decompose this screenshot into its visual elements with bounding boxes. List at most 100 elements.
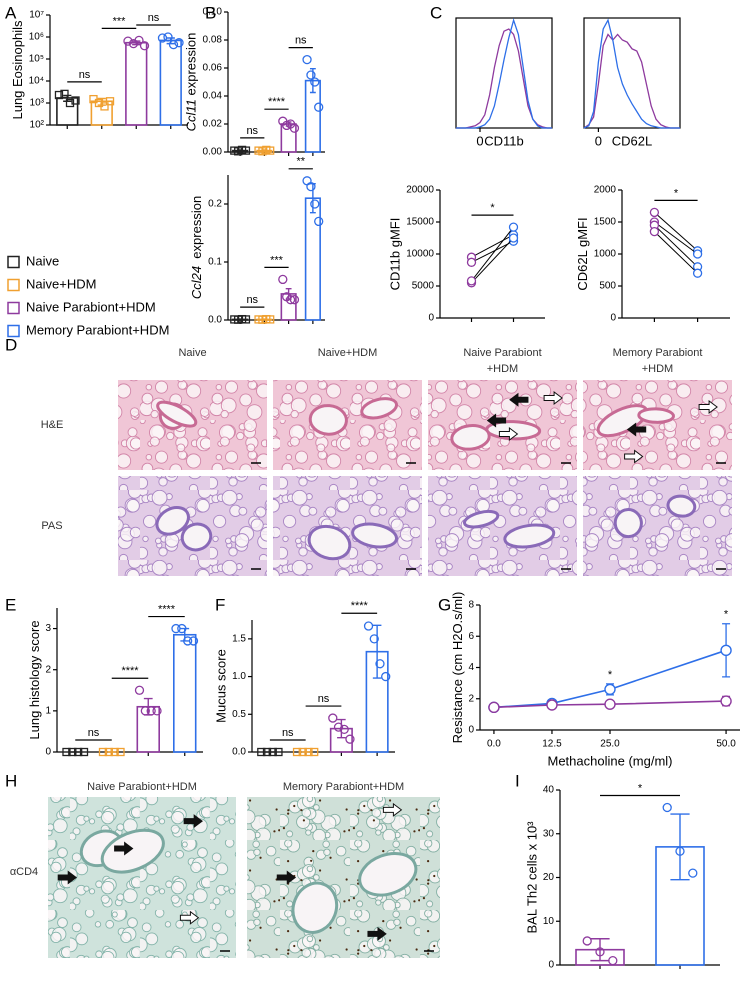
arrow-open <box>543 391 563 405</box>
y-tick-label: 2000 <box>594 185 617 196</box>
significance-label: ** <box>296 156 305 168</box>
data-point <box>168 39 179 50</box>
y-tick-label: 10⁶ <box>29 32 44 43</box>
arrow-filled <box>276 870 297 885</box>
error-bar <box>337 718 346 739</box>
panel-letter: C <box>430 3 442 22</box>
airway <box>462 509 500 529</box>
data-point <box>268 747 277 757</box>
column-header: Naive <box>178 347 206 359</box>
row-label: αCD4 <box>10 866 38 878</box>
y-tick-label: 10⁵ <box>29 54 44 65</box>
y-axis-label-part: expression <box>190 196 205 266</box>
y-axis-label: Resistance (cm H2O.s/ml) <box>450 592 465 744</box>
panel-letter: D <box>5 335 17 354</box>
legend-swatch <box>7 301 20 315</box>
panel-letter: G <box>438 595 451 614</box>
y-tick-label: 10000 <box>406 249 434 260</box>
data-point <box>152 706 162 716</box>
y-tick-label: 8 <box>468 600 474 611</box>
data-point <box>163 32 173 42</box>
data-point <box>604 683 616 696</box>
y-tick-label: 10⁴ <box>29 76 44 87</box>
panel-letter: F <box>215 595 225 614</box>
data-point <box>140 706 150 716</box>
data-point <box>262 747 272 757</box>
data-point <box>333 722 344 732</box>
data-point <box>720 695 732 707</box>
data-point <box>274 747 283 757</box>
plot-frame <box>583 17 681 129</box>
y-tick-label: 1 <box>45 705 51 716</box>
airway <box>307 524 352 561</box>
pair-line <box>471 234 514 258</box>
airway <box>308 404 348 436</box>
panel-letter: B <box>205 3 216 22</box>
data-point <box>241 315 251 324</box>
significance-label: **** <box>351 600 369 612</box>
legend-label: Memory Parabiont+HDM <box>26 322 169 337</box>
data-point <box>100 102 109 111</box>
data-point <box>79 747 89 757</box>
y-tick-label: 20 <box>543 872 555 883</box>
data-point <box>282 120 292 131</box>
y-axis-label: Ccl11 expression <box>184 33 199 132</box>
histogram-curve <box>583 33 680 129</box>
histogram-curve <box>583 18 680 129</box>
data-point <box>110 747 119 757</box>
legend-swatch <box>7 278 20 292</box>
arrow-open <box>498 427 519 441</box>
pair-line <box>471 237 514 284</box>
data-point <box>171 623 181 634</box>
significance-label: ns <box>246 294 258 306</box>
pair-line <box>471 226 514 282</box>
y-tick-label: 0 <box>428 313 434 324</box>
micrograph <box>428 476 577 576</box>
data-point <box>302 54 312 65</box>
data-point <box>314 216 324 227</box>
panel-letter: I <box>515 771 520 790</box>
column-header: Naive+HDM <box>318 347 378 359</box>
data-point <box>688 868 698 878</box>
data-point <box>289 123 300 133</box>
y-axis-label: Lung histology score <box>27 620 42 739</box>
x-axis-label: Methacholine (mg/ml) <box>548 753 673 768</box>
arrow-filled <box>486 413 507 428</box>
x-tick-label: 12.5 <box>542 739 562 750</box>
micrograph <box>273 476 422 576</box>
data-point <box>257 747 266 757</box>
significance-label: ns <box>148 12 160 24</box>
data-point <box>692 249 703 259</box>
data-point <box>466 276 477 286</box>
y-tick-label: 1.0 <box>232 671 246 682</box>
data-point <box>375 659 385 669</box>
data-point <box>60 89 69 99</box>
y-tick-label: 0.2 <box>208 199 222 210</box>
airway <box>100 828 165 874</box>
data-point <box>278 274 288 285</box>
y-tick-label: 10⁷ <box>29 10 44 21</box>
column-header: Naive Parabiont+HDM <box>87 781 197 793</box>
data-point <box>266 315 275 324</box>
data-point <box>188 636 199 646</box>
data-point <box>345 734 355 744</box>
y-tick-label: 0.02 <box>203 119 223 130</box>
data-point <box>595 947 605 957</box>
x-tick-label: 50.0 <box>716 739 736 750</box>
airway <box>450 424 491 451</box>
significance-label: ns <box>79 69 91 81</box>
error-bar <box>590 938 610 962</box>
y-tick-label: 0 <box>610 313 616 324</box>
y-tick-label: 30 <box>543 828 555 839</box>
data-point <box>105 97 115 106</box>
data-point <box>649 226 660 237</box>
airway <box>351 522 399 549</box>
legend-label: Naive Parabiont+HDM <box>26 299 156 314</box>
y-axis-label: Mucus score <box>214 649 229 723</box>
significance-label: **** <box>121 665 139 677</box>
data-point <box>174 38 184 48</box>
data-point <box>604 698 616 710</box>
data-point <box>662 802 672 813</box>
significance-label: **** <box>268 96 286 108</box>
